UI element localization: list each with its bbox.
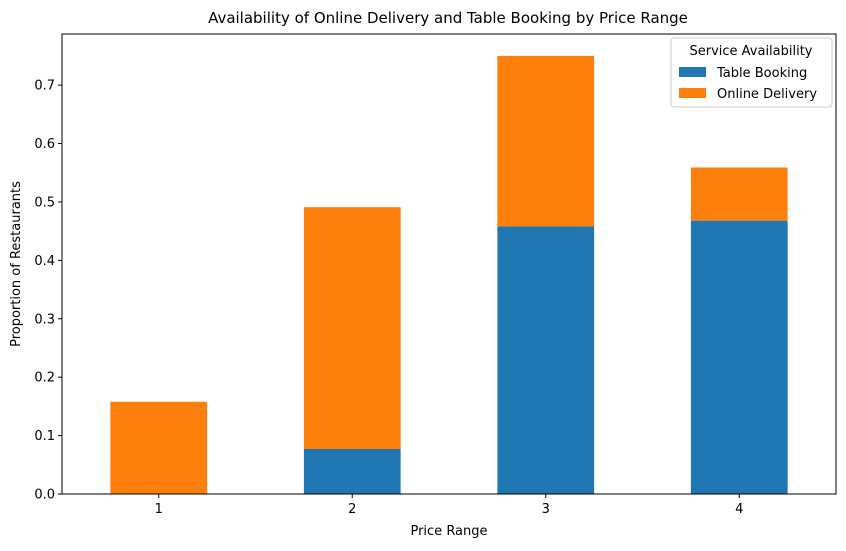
legend-label-table-booking: Table Booking	[716, 66, 807, 81]
y-axis: 0.0 0.1 0.2 0.3 0.4 0.5 0.6 0.7	[34, 79, 62, 503]
y-tick-label: 0.5	[34, 195, 55, 210]
x-axis-label: Price Range	[410, 524, 487, 539]
bar-table-booking-3	[497, 226, 595, 494]
bars-layer	[110, 55, 788, 494]
y-tick-label: 0.7	[34, 79, 55, 94]
legend-frame	[670, 37, 833, 108]
bar-table-booking-2	[303, 449, 401, 494]
y-tick-label: 0.6	[34, 137, 55, 152]
bar-online-delivery-2	[303, 207, 401, 450]
legend-title: Service Availability	[689, 44, 812, 59]
legend: Service Availability Table Booking Onlin…	[670, 37, 833, 108]
legend-swatch-table-booking	[679, 67, 706, 77]
x-tick-label: 4	[735, 502, 743, 517]
y-tick-label: 0.3	[34, 312, 55, 327]
x-tick-label: 2	[348, 502, 356, 517]
plot-frame	[61, 33, 837, 495]
y-tick-label: 0.2	[34, 371, 55, 386]
x-tick-label: 1	[155, 502, 163, 517]
bar-table-booking-4	[690, 220, 788, 494]
y-tick-label: 0.4	[34, 254, 55, 269]
y-axis-label: Proportion of Restaurants	[9, 181, 24, 347]
bar-online-delivery-3	[497, 55, 595, 227]
bar-online-delivery-4	[690, 167, 788, 221]
x-tick-label: 3	[542, 502, 550, 517]
y-tick-label: 0.0	[34, 488, 55, 503]
x-axis: 1 2 3 4	[155, 494, 743, 517]
y-tick-label: 0.1	[34, 429, 55, 444]
chart-title: Availability of Online Delivery and Tabl…	[208, 9, 688, 27]
legend-swatch-online-delivery	[679, 88, 706, 98]
legend-label-online-delivery: Online Delivery	[717, 87, 817, 102]
bar-online-delivery-1	[110, 401, 208, 494]
